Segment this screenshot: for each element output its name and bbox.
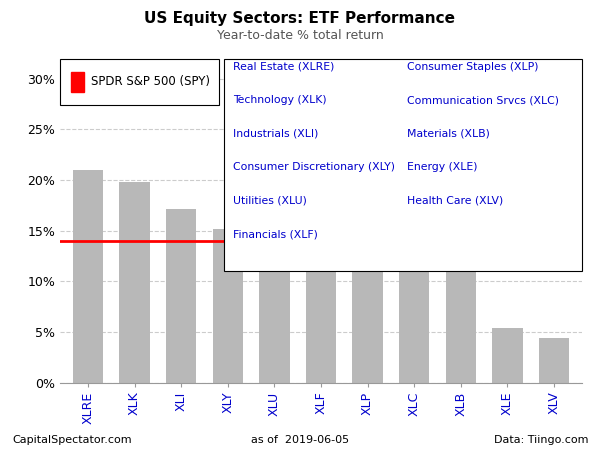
Bar [399, 248, 430, 382]
Bar [539, 338, 569, 382]
Text: Health Care (XLV): Health Care (XLV) [407, 196, 503, 206]
Bar [73, 170, 103, 382]
Bar [119, 182, 150, 382]
Text: Technology (XLK): Technology (XLK) [233, 95, 326, 105]
Bar [492, 328, 523, 382]
Text: Real Estate (XLRE): Real Estate (XLRE) [233, 62, 334, 72]
Text: Consumer Discretionary (XLY): Consumer Discretionary (XLY) [233, 162, 395, 172]
Text: Communication Srvcs (XLC): Communication Srvcs (XLC) [407, 95, 559, 105]
Bar [446, 260, 476, 382]
Bar [306, 238, 336, 382]
Text: Industrials (XLI): Industrials (XLI) [233, 129, 318, 139]
Text: Consumer Staples (XLP): Consumer Staples (XLP) [407, 62, 538, 72]
Text: SPDR S&P 500 (SPY): SPDR S&P 500 (SPY) [91, 76, 210, 89]
Text: Year-to-date % total return: Year-to-date % total return [217, 29, 383, 42]
Bar [212, 229, 243, 382]
Text: CapitalSpectator.com: CapitalSpectator.com [12, 435, 131, 445]
Text: as of  2019-06-05: as of 2019-06-05 [251, 435, 349, 445]
Text: Utilities (XLU): Utilities (XLU) [233, 196, 307, 206]
Bar [259, 235, 290, 382]
Bar [352, 244, 383, 382]
Text: Data: Tiingo.com: Data: Tiingo.com [493, 435, 588, 445]
Text: Materials (XLB): Materials (XLB) [407, 129, 490, 139]
Text: Energy (XLE): Energy (XLE) [407, 162, 477, 172]
Bar [166, 209, 196, 382]
Text: US Equity Sectors: ETF Performance: US Equity Sectors: ETF Performance [145, 11, 455, 26]
Text: Financials (XLF): Financials (XLF) [233, 229, 318, 239]
